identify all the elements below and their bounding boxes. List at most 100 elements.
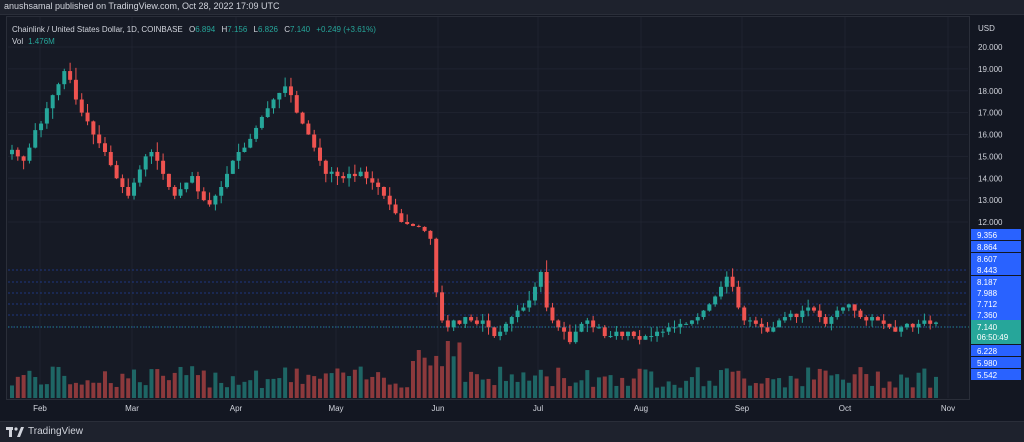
- candle-body: [753, 320, 758, 324]
- volume-bar: [376, 372, 381, 398]
- volume-bar: [300, 383, 305, 398]
- volume-bar: [469, 371, 474, 398]
- volume-bar: [724, 368, 729, 398]
- volume-bar: [748, 385, 753, 398]
- y-tick-label-2: 18.000: [978, 87, 1003, 96]
- candle-body: [701, 310, 706, 318]
- volume-bar: [312, 376, 317, 398]
- candle-body: [381, 187, 386, 196]
- volume-bar: [318, 378, 322, 398]
- candle-body: [143, 156, 148, 170]
- candle-body: [259, 117, 264, 128]
- volume-bar: [370, 376, 375, 398]
- candle-body: [498, 331, 503, 337]
- candle-body: [707, 304, 712, 311]
- volume-bars: [10, 340, 938, 398]
- volume-bar: [474, 374, 479, 398]
- price-badge-11: [971, 357, 1021, 368]
- candle-body: [312, 134, 317, 148]
- candle-body: [79, 99, 84, 113]
- candle-body: [422, 226, 427, 231]
- volume-bar: [254, 370, 259, 398]
- volume-bar: [451, 356, 456, 398]
- price-badge-3: [971, 264, 1021, 275]
- volume-bar: [800, 386, 805, 398]
- candle-body: [149, 152, 154, 157]
- volume-bar: [62, 375, 67, 398]
- price-badge-0: [971, 229, 1021, 240]
- volume-bar: [870, 385, 875, 398]
- price-badge-label-10: 6.228: [977, 347, 998, 356]
- volume-legend: Vol 1.476M: [12, 37, 55, 46]
- volume-bar: [114, 386, 119, 398]
- volume-bar: [463, 381, 468, 398]
- volume-bar: [533, 375, 538, 398]
- volume-bar: [875, 371, 880, 398]
- candle-body: [201, 191, 206, 201]
- chart-area[interactable]: [6, 16, 970, 400]
- volume-bar: [556, 367, 561, 398]
- publish-info: anushsamal published on TradingView.com,…: [4, 1, 280, 11]
- candle-body: [660, 331, 665, 333]
- volume-bar: [771, 379, 776, 398]
- candle-body: [56, 84, 61, 96]
- volume-bar: [387, 384, 392, 398]
- candle-body: [376, 182, 381, 187]
- candle-body: [899, 327, 904, 332]
- candle-body: [875, 317, 880, 321]
- volume-bar: [399, 387, 404, 398]
- volume-bar: [550, 386, 555, 398]
- volume-bar: [184, 375, 189, 398]
- brand-name: TradingView: [28, 426, 84, 437]
- price-badge-12: [971, 369, 1021, 380]
- candle-body: [718, 286, 723, 297]
- candle-body: [288, 86, 293, 96]
- open-label: O: [188, 25, 196, 34]
- candle-body: [620, 331, 625, 337]
- candle-body: [254, 127, 259, 139]
- price-badge-6: [971, 298, 1021, 309]
- candle-body: [881, 320, 886, 324]
- volume-bar: [498, 366, 503, 398]
- candle-body: [97, 134, 102, 144]
- candle-body: [631, 331, 636, 337]
- candle-body: [934, 322, 938, 324]
- volume-bar: [649, 371, 654, 398]
- volume-bar: [219, 382, 224, 398]
- volume-bar: [486, 378, 491, 398]
- candle-body: [219, 187, 224, 196]
- candle-body: [370, 178, 375, 183]
- price-badge-5: [971, 287, 1021, 298]
- candles: [10, 62, 938, 345]
- candle-body: [655, 331, 660, 337]
- candle-body: [68, 71, 73, 80]
- volume-bar: [341, 372, 346, 398]
- volume-bar: [620, 377, 625, 398]
- x-tick-label-9: Nov: [941, 404, 955, 413]
- tradingview-logo[interactable]: TradingView: [6, 426, 83, 437]
- volume-bar: [591, 386, 596, 398]
- volume-bar: [904, 377, 909, 398]
- candle-body: [335, 171, 340, 177]
- volume-bar: [15, 376, 20, 398]
- volume-bar: [259, 387, 264, 398]
- candle-body: [748, 320, 753, 322]
- candle-body: [817, 310, 822, 318]
- candle-body: [591, 320, 596, 328]
- candle-body: [538, 272, 543, 287]
- price-badge-7: [971, 309, 1021, 320]
- candle-body: [637, 336, 642, 340]
- time-axis: Feb Mar Apr May Jun Jul Aug Sep Oct Nov: [33, 404, 955, 413]
- candle-body: [782, 317, 787, 321]
- volume-label: Vol: [12, 37, 24, 46]
- candle-body: [474, 320, 479, 324]
- candle-body: [910, 323, 915, 328]
- candle-body: [399, 213, 404, 222]
- candle-body: [509, 317, 514, 324]
- volume-bar: [823, 370, 828, 398]
- volume-bar: [631, 378, 636, 398]
- price-badge-label-1: 8.864: [977, 243, 998, 252]
- y-tick-label-0: 20.000: [978, 43, 1003, 52]
- candle-body: [207, 200, 212, 205]
